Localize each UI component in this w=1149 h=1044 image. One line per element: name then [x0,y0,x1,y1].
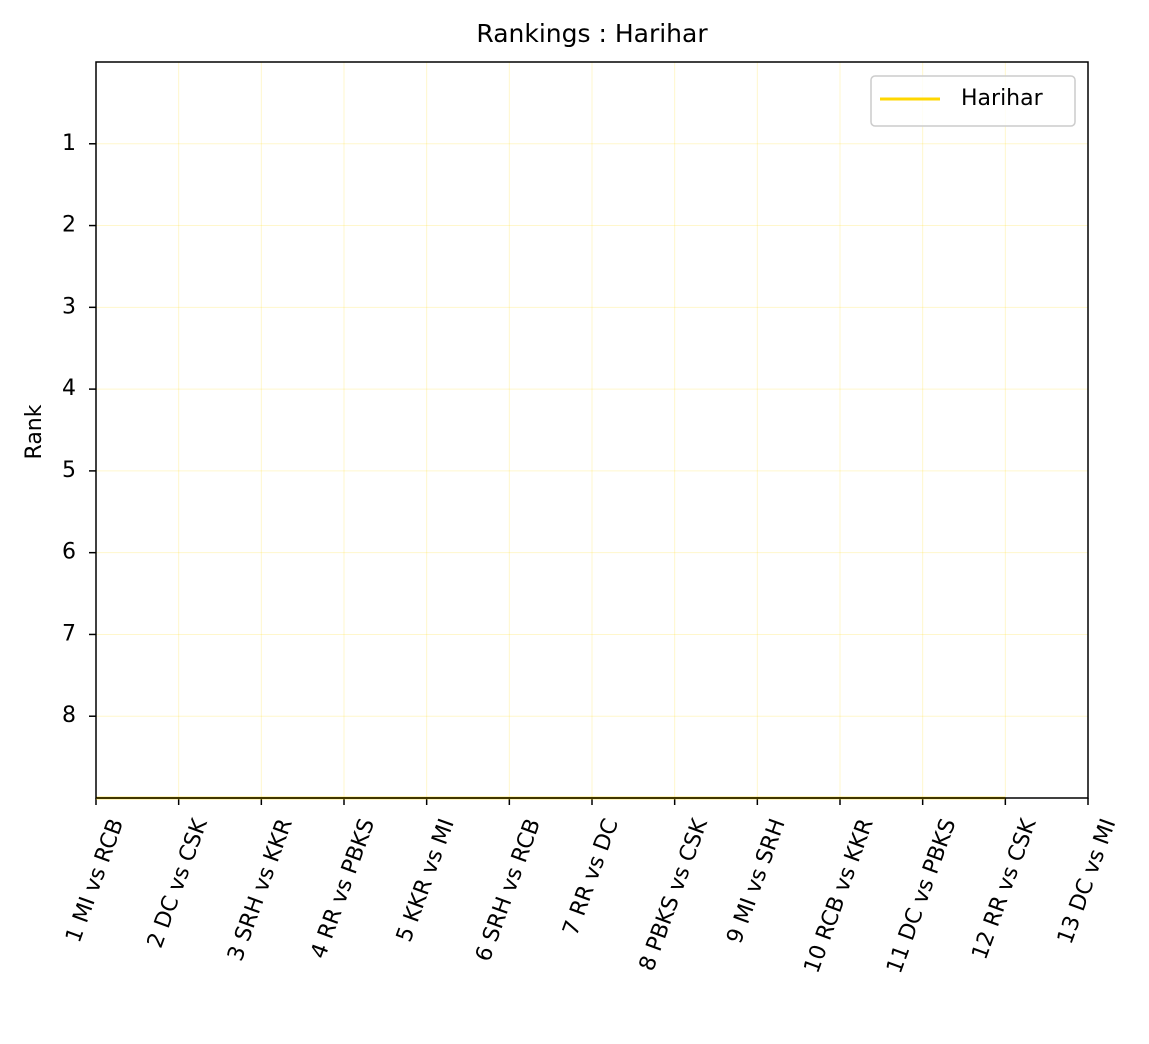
y-tick-label: 1 [62,131,76,156]
y-tick-label: 7 [62,621,76,646]
y-tick-label: 3 [62,294,76,319]
plot-frame [95,61,1089,799]
y-tick-label: 6 [62,540,76,565]
y-tick-label: 5 [62,458,76,483]
legend-label: Harihar [961,86,1044,111]
y-axis-label: Rank [22,404,47,459]
y-tick-label: 8 [62,703,76,728]
chart-title: Rankings : Harihar [476,19,708,48]
y-tick-label: 2 [62,213,76,238]
y-tick-label: 4 [62,376,76,401]
legend-box [870,75,1076,127]
